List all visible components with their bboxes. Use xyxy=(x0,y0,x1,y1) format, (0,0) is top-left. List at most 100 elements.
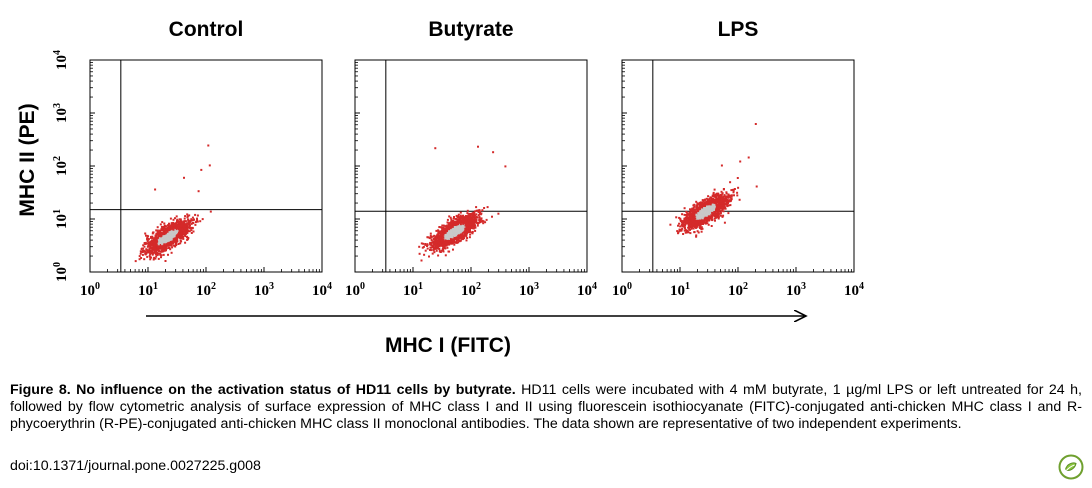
event-dot xyxy=(159,241,162,244)
event-dot xyxy=(707,215,710,218)
panel-title: LPS xyxy=(718,18,759,41)
event-dot xyxy=(196,220,199,223)
event-dot xyxy=(162,227,165,230)
event-dot xyxy=(151,235,154,238)
event-dot xyxy=(185,232,188,235)
event-dot xyxy=(454,235,457,238)
event-dot xyxy=(698,223,701,226)
event-dot xyxy=(207,144,210,147)
event-dot xyxy=(186,230,189,233)
event-dot xyxy=(695,211,698,214)
event-dot xyxy=(726,195,729,198)
event-dot xyxy=(700,201,702,204)
event-dot xyxy=(444,239,447,242)
event-dot xyxy=(685,231,688,234)
event-dot xyxy=(716,194,719,197)
event-dot xyxy=(458,240,461,243)
event-dot xyxy=(446,233,449,236)
event-dot xyxy=(445,244,448,247)
event-dot xyxy=(153,248,156,251)
event-dot xyxy=(147,245,150,248)
event-dot xyxy=(722,188,725,191)
event-dot xyxy=(474,221,477,224)
event-dot xyxy=(468,212,471,215)
event-dot xyxy=(455,226,458,229)
event-dot xyxy=(167,247,170,249)
event-dot xyxy=(736,194,739,197)
event-dot xyxy=(434,244,437,247)
event-dot xyxy=(163,236,165,239)
event-dot xyxy=(162,247,165,250)
event-dot xyxy=(466,217,469,220)
event-dot xyxy=(705,210,708,213)
event-dot xyxy=(475,219,478,221)
event-dot xyxy=(471,221,474,224)
event-dot xyxy=(172,238,175,241)
event-dot xyxy=(183,226,185,228)
x-tick-label: 101 xyxy=(138,281,158,299)
event-dot xyxy=(697,210,700,213)
event-dot xyxy=(186,238,189,241)
event-dot xyxy=(699,217,702,220)
event-dot xyxy=(436,235,439,238)
event-dot xyxy=(148,243,151,246)
event-dot xyxy=(448,226,451,229)
event-dot xyxy=(146,234,149,237)
y-tick-label: 100 xyxy=(52,262,70,282)
event-dot xyxy=(497,212,500,215)
event-dot xyxy=(462,217,465,220)
event-dot xyxy=(173,228,176,231)
event-dot xyxy=(478,216,481,219)
event-dot xyxy=(438,226,441,228)
event-dot xyxy=(726,200,729,203)
event-dot xyxy=(701,205,704,208)
caption-body: HD11 cells were incubated with 4 mM buty… xyxy=(10,382,1082,432)
event-dot xyxy=(709,203,712,206)
event-dot xyxy=(459,236,461,239)
event-dot xyxy=(441,229,443,232)
event-dot xyxy=(175,227,178,230)
event-dot xyxy=(457,213,460,216)
event-dot xyxy=(162,249,165,252)
event-dot xyxy=(720,164,723,167)
event-dot xyxy=(441,224,444,227)
event-dot xyxy=(171,228,174,231)
event-dot xyxy=(190,229,193,232)
event-dot xyxy=(165,228,168,230)
event-dot xyxy=(184,231,187,234)
event-dot xyxy=(686,213,689,216)
event-dot xyxy=(145,252,148,255)
event-dot xyxy=(171,240,174,243)
event-dot xyxy=(721,202,724,205)
event-dot xyxy=(453,223,456,226)
event-dot xyxy=(707,207,710,210)
event-dot xyxy=(691,219,694,222)
event-dot xyxy=(456,228,459,231)
event-dot xyxy=(477,211,480,213)
event-dot xyxy=(169,231,172,234)
event-dot xyxy=(688,227,691,230)
event-dot xyxy=(155,244,158,247)
event-dot xyxy=(462,222,465,225)
event-dot xyxy=(166,226,169,229)
event-dot xyxy=(168,241,171,244)
event-dot xyxy=(452,219,455,222)
event-dot xyxy=(432,244,435,247)
event-dot xyxy=(482,220,485,223)
event-dot xyxy=(692,225,695,228)
event-dot xyxy=(450,220,453,223)
event-dot xyxy=(716,211,719,214)
event-dot xyxy=(716,197,718,200)
event-dot xyxy=(683,217,686,220)
event-dot xyxy=(730,194,733,197)
event-dot xyxy=(437,233,440,236)
event-dot xyxy=(182,237,185,240)
event-dot xyxy=(434,238,437,241)
event-dot xyxy=(692,222,695,225)
event-dot xyxy=(705,197,708,200)
event-dot xyxy=(717,203,720,206)
event-dot xyxy=(695,226,697,229)
event-dot xyxy=(147,241,150,244)
event-dot xyxy=(458,225,461,228)
event-dot xyxy=(470,225,473,228)
